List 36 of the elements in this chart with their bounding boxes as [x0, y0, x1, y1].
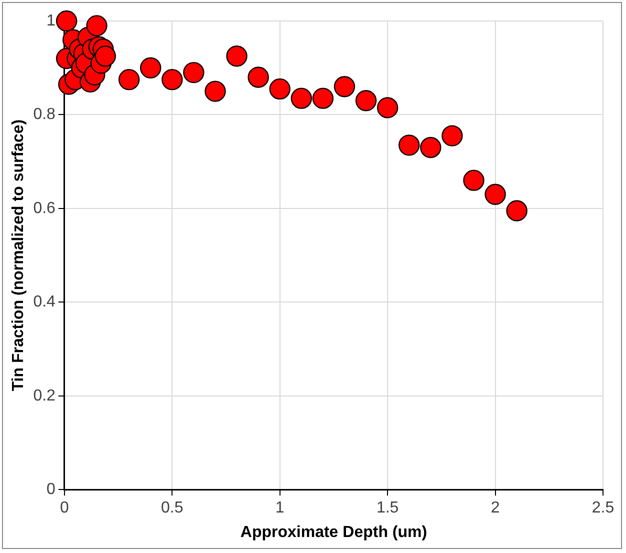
y-tick-label: 0 [46, 481, 56, 498]
point [86, 15, 108, 36]
x-tick-label: 1 [275, 500, 284, 517]
point [463, 170, 484, 191]
point [94, 46, 116, 67]
x-axis-title: Approximate Depth (um) [240, 524, 428, 541]
point [226, 46, 248, 67]
point [248, 66, 269, 88]
x-tick-label: 1.5 [376, 500, 399, 517]
point [269, 78, 290, 100]
point [140, 57, 162, 78]
y-tick-label: 0.8 [33, 106, 56, 124]
point [442, 125, 463, 146]
point [204, 80, 226, 102]
x-tick-label: 2.5 [592, 500, 614, 517]
point [312, 88, 334, 109]
x-tick-label: 0.5 [161, 500, 184, 517]
point [484, 184, 506, 205]
point [376, 97, 398, 118]
point [290, 88, 312, 109]
y-tick-label: 1 [46, 12, 56, 30]
point [162, 68, 183, 90]
x-tick-label: 0 [60, 500, 69, 517]
y-tick-label: 0.6 [33, 200, 56, 217]
point [118, 68, 140, 90]
x-tick-label: 2 [490, 500, 500, 517]
point [420, 136, 442, 158]
y-tick-label: 0.2 [33, 387, 56, 404]
point [355, 90, 377, 112]
point [183, 62, 204, 84]
point [56, 10, 78, 32]
y-axis-title: Tin Fraction (normalized to surface) [10, 119, 28, 392]
point [334, 76, 356, 98]
point [506, 200, 528, 222]
point [398, 134, 420, 156]
y-tick-label: 0.4 [33, 294, 56, 311]
